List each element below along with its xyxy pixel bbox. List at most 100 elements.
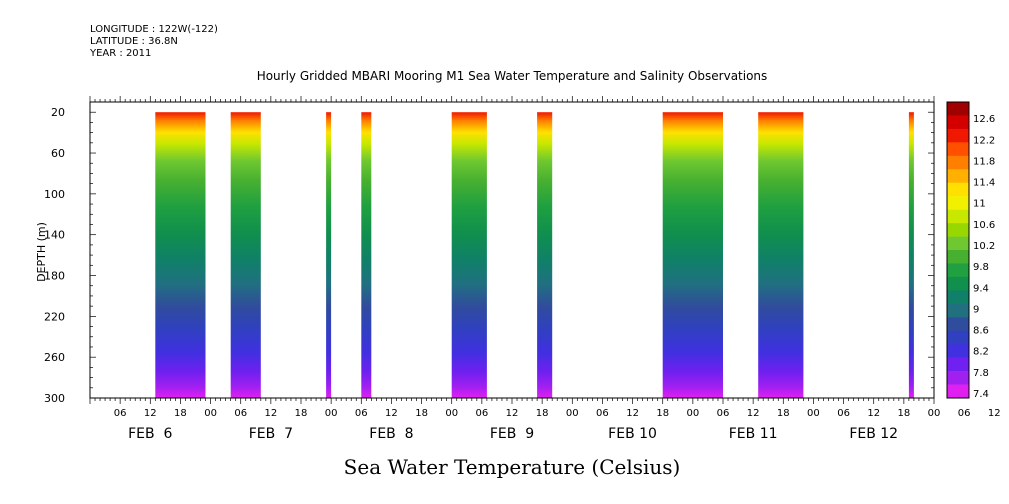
data-segment-4 — [451, 112, 487, 398]
x-hour-tick-label: 12 — [747, 408, 760, 419]
colorbar-swatch — [947, 384, 969, 399]
colorbar-swatch — [947, 236, 969, 251]
colorbar-label: 11.4 — [973, 178, 995, 189]
x-hour-tick-label: 06 — [475, 408, 488, 419]
colorbar-frame — [946, 101, 970, 399]
colorbar-swatch — [947, 115, 969, 130]
colorbar-swatch — [947, 169, 969, 184]
data-segment-0 — [155, 112, 206, 398]
y-tick-label: 220 — [44, 310, 65, 323]
plot-frame — [89, 101, 935, 399]
x-hour-tick-label: 18 — [536, 408, 549, 419]
x-hour-tick-label: 12 — [506, 408, 519, 419]
x-hour-tick-label: 18 — [295, 408, 308, 419]
y-tick-label: 300 — [44, 392, 65, 405]
y-tick-label: 60 — [51, 147, 65, 160]
colorbar-label: 11 — [973, 199, 986, 210]
data-segment-1 — [230, 112, 261, 398]
y-tick-label: 20 — [51, 106, 65, 119]
colorbar-label: 7.4 — [973, 389, 989, 400]
year-label: YEAR : 2011 — [90, 48, 152, 59]
x-day-label: FEB 10 — [608, 426, 657, 442]
x-axis-title: Sea Water Temperature (Celsius) — [344, 455, 681, 479]
x-hour-tick-label: 18 — [897, 408, 910, 419]
x-hour-tick-label: 18 — [174, 408, 187, 419]
colorbar-swatch — [947, 182, 969, 197]
colorbar-label: 9.8 — [973, 262, 989, 273]
x-hour-tick-label: 18 — [415, 408, 428, 419]
data-segment-5 — [537, 112, 553, 398]
colorbar-swatch — [947, 290, 969, 305]
data-segment-7 — [758, 112, 804, 398]
y-tick-label: 180 — [44, 270, 65, 283]
x-hour-tick-label: 12 — [988, 408, 1001, 419]
colorbar-swatch — [947, 344, 969, 358]
x-day-label: FEB 11 — [729, 426, 778, 442]
x-hour-tick-label: 06 — [837, 408, 850, 419]
x-hour-tick-label: 12 — [867, 408, 880, 419]
y-axis-title: DEPTH (m) — [35, 222, 48, 282]
x-hour-tick-label: 06 — [234, 408, 247, 419]
x-hour-tick-label: 00 — [686, 408, 699, 419]
colorbar-swatch — [947, 128, 969, 143]
data-segment-3 — [361, 112, 372, 398]
x-hour-tick-label: 12 — [626, 408, 639, 419]
x-hour-tick-label: 06 — [958, 408, 971, 419]
colorbar-label: 10.6 — [973, 220, 995, 231]
x-day-label: FEB 9 — [490, 426, 534, 442]
x-hour-tick-label: 00 — [445, 408, 458, 419]
colorbar-swatch — [947, 142, 969, 157]
x-hour-tick-label: 00 — [204, 408, 217, 419]
y-tick-label: 100 — [44, 188, 65, 201]
axes: 06 12 18 00 06 12 18 00 06 12 18 00 06 12 18 00 06 12 18 00… — [44, 96, 1001, 442]
x-hour-tick-label: 00 — [928, 408, 941, 419]
x-day-label: FEB 12 — [849, 426, 898, 442]
colorbar-swatch — [947, 317, 969, 332]
x-hour-tick-label: 00 — [325, 408, 338, 419]
x-hour-tick-label: 12 — [264, 408, 277, 419]
chart-title: Hourly Gridded MBARI Mooring M1 Sea Wate… — [257, 69, 768, 83]
x-hour-tick-label: 00 — [807, 408, 820, 419]
colorbar: 12.6 12.2 11.8 11.4 11 10.6 10.2 9.8 9.4 9 8.6 8.2 7… — [946, 101, 995, 400]
x-day-label: FEB 7 — [249, 426, 293, 442]
longitude-label: LONGITUDE : 122W(-122) — [90, 24, 218, 35]
colorbar-label: 9 — [973, 304, 979, 315]
x-hour-tick-label: 12 — [144, 408, 157, 419]
colorbar-label: 11.8 — [973, 156, 995, 167]
colorbar-label: 10.2 — [973, 241, 995, 252]
colorbar-swatch — [947, 276, 969, 291]
colorbar-swatch — [947, 196, 969, 210]
colorbar-swatch — [947, 303, 969, 318]
x-hour-tick-label: 18 — [777, 408, 790, 419]
x-day-label: FEB 6 — [128, 426, 172, 442]
colorbar-swatch — [947, 263, 969, 278]
colorbar-label: 8.6 — [973, 326, 989, 337]
latitude-label: LATITUDE : 36.8N — [90, 36, 178, 47]
colorbar-label: 7.8 — [973, 368, 989, 379]
colorbar-swatch — [947, 330, 969, 345]
colorbar-label: 12.2 — [973, 135, 995, 146]
x-hour-tick-label: 06 — [355, 408, 368, 419]
colorbar-swatch — [947, 155, 969, 170]
data-segment-8 — [908, 112, 914, 398]
colorbar-swatch — [947, 357, 969, 372]
colorbar-swatch — [947, 250, 969, 264]
data-segment-2 — [326, 112, 332, 398]
x-hour-tick-label: 06 — [717, 408, 730, 419]
data-segment-6 — [662, 112, 723, 398]
x-hour-tick-label: 06 — [596, 408, 609, 419]
y-tick-label: 260 — [44, 351, 65, 364]
colorbar-label: 8.2 — [973, 347, 989, 358]
data-segments — [155, 112, 914, 398]
colorbar-label: 12.6 — [973, 114, 995, 125]
y-tick-label: 140 — [44, 229, 65, 242]
x-hour-tick-label: 00 — [566, 408, 579, 419]
colorbar-swatch — [947, 223, 969, 237]
colorbar-swatch — [947, 102, 969, 116]
x-hour-tick-label: 06 — [114, 408, 127, 419]
x-hour-tick-label: 18 — [656, 408, 669, 419]
colorbar-label: 9.4 — [973, 283, 989, 294]
colorbar-swatch — [947, 209, 969, 224]
mooring-metadata: LONGITUDE : 122W(-122) LATITUDE : 36.8N … — [90, 24, 218, 60]
colorbar-swatch — [947, 371, 969, 385]
